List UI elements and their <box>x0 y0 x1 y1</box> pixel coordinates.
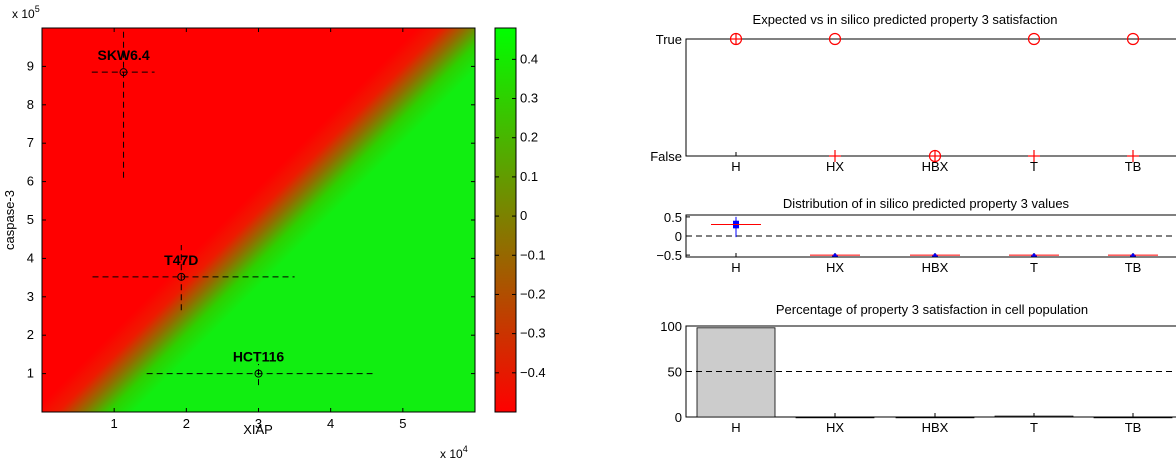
heatmap-xtick-label: 4 <box>327 416 334 431</box>
heatmap-ytick-label: 1 <box>27 366 34 381</box>
panel3-title: Percentage of property 3 satisfaction in… <box>776 302 1088 317</box>
bar <box>1093 416 1173 419</box>
panel1-title: Expected vs in silico predicted property… <box>753 12 1058 27</box>
heatmap-xlabel: XIAP <box>243 422 273 437</box>
cell-line-label: HCT116 <box>233 349 285 365</box>
colorbar-tick-label: 0.4 <box>520 51 538 66</box>
p2-ytick-label: −0.5 <box>656 248 682 263</box>
heatmap-ytick-label: 9 <box>27 58 34 73</box>
heatmap-panel: SKW6.4 T47D HCT116 1 2 3 4 5 1 2 3 4 5 6 7 8 9 XIAP ca… <box>2 4 476 461</box>
panel1-frame <box>685 38 1176 157</box>
box-point <box>1131 253 1135 257</box>
heatmap-ytick-label: 3 <box>27 289 34 304</box>
category-label: TB <box>1125 159 1142 174</box>
heatmap-xtick-label: 1 <box>111 416 118 431</box>
expected-marker <box>828 32 842 46</box>
expected-vs-predicted-panel: Expected vs in silico predicted property… <box>650 12 1176 174</box>
cell-line-marker <box>177 272 186 281</box>
category-label: T <box>1030 159 1038 174</box>
colorbar: 0.4 0.3 0.2 0.1 0 −0.1 −0.2 −0.3 −0.4 <box>494 27 546 413</box>
bar <box>696 327 776 418</box>
box-point <box>833 253 837 257</box>
heatmap-y-multiplier: x 105 <box>12 4 40 21</box>
colorbar-tick-label: 0.1 <box>520 169 538 184</box>
p3-ytick-label: 50 <box>668 365 682 380</box>
colorbar-tick-label: −0.4 <box>520 365 546 380</box>
heatmap-xtick-label: 2 <box>183 416 190 431</box>
box-point <box>933 253 937 257</box>
heatmap-ytick-label: 2 <box>27 327 34 342</box>
colorbar-tick-label: −0.2 <box>520 286 546 301</box>
heatmap-xtick-label: 3 <box>255 416 262 431</box>
heatmap-ytick-label: 4 <box>27 250 34 265</box>
heatmap-image <box>42 28 475 412</box>
category-label: T <box>1030 260 1038 275</box>
category-label: HBX <box>922 420 949 435</box>
category-label: HBX <box>922 260 949 275</box>
heatmap-ylabel: caspase-3 <box>2 190 17 250</box>
category-label: TB <box>1125 420 1142 435</box>
category-label: HBX <box>922 159 949 174</box>
bar <box>895 416 975 419</box>
panel2-title: Distribution of in silico predicted prop… <box>783 196 1070 211</box>
bar <box>795 416 875 419</box>
category-label: H <box>731 260 740 275</box>
colorbar-tick-label: 0.3 <box>520 91 538 106</box>
expected-marker <box>1126 32 1140 46</box>
expected-marker <box>1027 32 1041 46</box>
cell-line-marker <box>254 369 263 378</box>
cell-line-label: SKW6.4 <box>97 47 149 63</box>
cell-line-label: T47D <box>164 252 198 268</box>
category-label: HX <box>826 159 844 174</box>
category-label: T <box>1030 420 1038 435</box>
colorbar-tick-label: 0.2 <box>520 130 538 145</box>
category-label: HX <box>826 260 844 275</box>
distribution-panel: Distribution of in silico predicted prop… <box>656 196 1176 275</box>
cell-line-marker <box>119 68 128 77</box>
p1-ytick-label: False <box>650 149 682 164</box>
heatmap-xtick-label: 5 <box>399 416 406 431</box>
colorbar-tick-label: 0 <box>520 208 527 223</box>
category-label: H <box>731 159 740 174</box>
heatmap-ytick-label: 5 <box>27 212 34 227</box>
heatmap-ytick-label: 7 <box>27 135 34 150</box>
category-label: H <box>731 420 740 435</box>
p3-ytick-label: 100 <box>660 319 682 334</box>
heatmap-ytick-label: 6 <box>27 174 34 189</box>
p2-ytick-label: 0.5 <box>664 210 682 225</box>
colorbar-tick-label: −0.1 <box>520 247 546 262</box>
box-point <box>1032 253 1036 257</box>
colorbar-gradient <box>494 27 517 413</box>
p1-ytick-label: True <box>656 32 682 47</box>
p2-ytick-label: 0 <box>675 229 682 244</box>
category-label: TB <box>1125 260 1142 275</box>
colorbar-tick-label: −0.3 <box>520 326 546 341</box>
percentage-panel: Percentage of property 3 satisfaction in… <box>660 302 1176 435</box>
bar <box>994 415 1074 418</box>
heatmap-ytick-label: 8 <box>27 97 34 112</box>
category-label: HX <box>826 420 844 435</box>
heatmap-x-multiplier: x 104 <box>440 444 468 461</box>
p3-ytick-label: 0 <box>675 410 682 425</box>
